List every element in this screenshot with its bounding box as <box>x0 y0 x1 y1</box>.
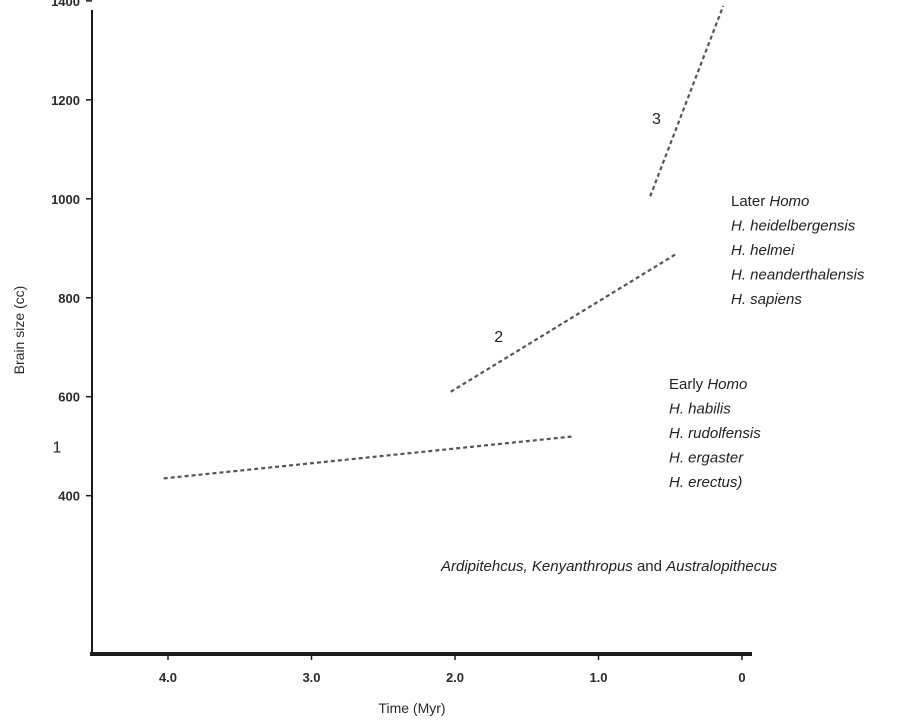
y-tick-label: 600 <box>58 390 80 405</box>
annotation-text: H. heidelbergensis <box>731 218 856 235</box>
annotation-line: H. heidelbergensis <box>731 218 856 235</box>
x-tick-label: 0 <box>738 670 745 685</box>
x-tick-label: 4.0 <box>159 670 177 685</box>
axes <box>90 10 752 656</box>
annotation-line: Early Homo <box>669 376 747 393</box>
trend-line-3 <box>649 5 725 197</box>
annotation-text: Later <box>731 193 769 210</box>
annotation-group-1: Ardipitehcus, Kenyanthropus and Australo… <box>440 558 778 575</box>
annotation-text: and <box>633 558 666 575</box>
annotation-group-2: Early Homo H. habilis H. rudolfensis H. erg… <box>669 376 761 491</box>
x-tick-label: 2.0 <box>446 670 464 685</box>
trend-label-2: 2 <box>494 329 503 346</box>
series-labels: 1 2 3 <box>53 111 662 457</box>
annotation-text: Kenyanthropus <box>532 558 633 575</box>
annotation-line: H. ergaster <box>669 450 744 467</box>
y-ticks: 400 600 800 1000 1200 1400 <box>51 0 92 504</box>
trend-line-1 <box>163 435 575 480</box>
trend-label-1: 1 <box>53 440 62 457</box>
y-tick-label: 400 <box>58 489 80 504</box>
annotation-text: H. ergaster <box>669 450 744 467</box>
annotation-line: Ardipitehcus, Kenyanthropus and Australo… <box>440 558 778 575</box>
x-tick-label: 1.0 <box>589 670 607 685</box>
trend-line-2 <box>450 252 678 393</box>
annotation-text: Early <box>669 376 707 393</box>
series-lines <box>163 5 725 480</box>
annotation-text: Homo <box>769 193 809 210</box>
annotation-text: H. helmei <box>731 242 795 259</box>
annotation-line: H. habilis <box>669 401 731 418</box>
annotation-text: Ardipitehcus <box>440 558 524 575</box>
x-ticks: 4.0 3.0 2.0 1.0 0 <box>159 654 746 685</box>
annotation-text: H. rudolfensis <box>669 425 761 442</box>
annotation-line: H. sapiens <box>731 291 802 308</box>
annotation-line: Later Homo <box>731 193 809 210</box>
y-tick-label: 800 <box>58 291 80 306</box>
annotation-text: Homo <box>707 376 747 393</box>
annotation-text: H. habilis <box>669 401 731 418</box>
annotation-text: , <box>524 558 532 575</box>
annotation-line: H. neanderthalensis <box>731 267 865 284</box>
y-axis-title: Brain size (cc) <box>11 286 27 375</box>
annotation-text: H. sapiens <box>731 291 802 308</box>
trend-label-3: 3 <box>652 111 661 128</box>
x-tick-label: 3.0 <box>302 670 320 685</box>
annotation-group-3: Later Homo H. heidelbergensis H. helmei H. … <box>731 193 865 308</box>
y-tick-label: 1400 <box>51 0 80 9</box>
x-axis-title: Time (Myr) <box>378 700 445 716</box>
y-tick-label: 1200 <box>51 93 80 108</box>
annotation-line: H. erectus) <box>669 474 742 491</box>
annotation-line: H. rudolfensis <box>669 425 761 442</box>
annotation-text: Australopithecus <box>665 558 777 575</box>
annotation-text: H. neanderthalensis <box>731 267 865 284</box>
y-tick-label: 1000 <box>51 192 80 207</box>
annotation-text: H. erectus) <box>669 474 742 491</box>
annotation-line: H. helmei <box>731 242 795 259</box>
annotations: Ardipitehcus, Kenyanthropus and Australo… <box>440 193 865 575</box>
